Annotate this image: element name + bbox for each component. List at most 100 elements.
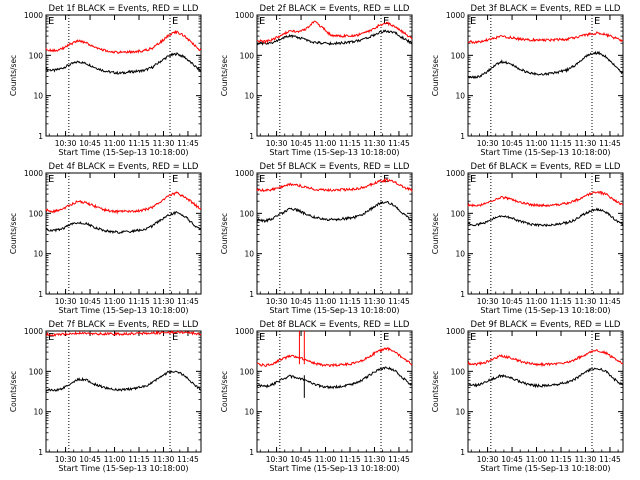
y-tick-label: 1 bbox=[460, 448, 465, 457]
panel-det-2: Det 2f BLACK = Events, RED = LLD 1 10 100 10… bbox=[220, 4, 413, 157]
x-axis-label: Start Time (15-Sep-13 10:18:00) bbox=[480, 148, 610, 157]
x-tick-label: 10:45 bbox=[79, 455, 101, 464]
events-series-line bbox=[468, 207, 624, 228]
y-tick-label: 10 bbox=[33, 408, 43, 417]
lld-series-line bbox=[467, 349, 624, 368]
events-series-line bbox=[256, 366, 413, 390]
x-axis-label: Start Time (15-Sep-13 10:18:00) bbox=[269, 148, 399, 157]
x-axis-label: Start Time (15-Sep-13 10:18:00) bbox=[58, 306, 188, 315]
y-tick-label: 1000 bbox=[235, 327, 254, 336]
x-tick-label: 10:30 bbox=[55, 455, 77, 464]
x-tick-label: 11:00 bbox=[526, 139, 548, 148]
eclipse-marker-label: E bbox=[383, 332, 389, 343]
events-series-line bbox=[256, 200, 413, 224]
y-tick-label: 10 bbox=[455, 250, 465, 259]
y-tick-label: 1000 bbox=[235, 169, 254, 178]
y-tick-label: 100 bbox=[451, 209, 466, 218]
x-tick-label: 10:45 bbox=[79, 297, 101, 306]
y-tick-label: 100 bbox=[29, 367, 44, 376]
y-tick-label: 1000 bbox=[446, 11, 465, 20]
panel-title: Det 5f BLACK = Events, RED = LLD bbox=[260, 162, 410, 172]
y-tick-label: 1000 bbox=[24, 11, 43, 20]
eclipse-marker-label: E bbox=[259, 16, 265, 27]
y-axis-label: Counts/sec bbox=[431, 213, 440, 254]
y-tick-label: 10 bbox=[33, 92, 43, 101]
x-tick-label: 11:45 bbox=[388, 139, 410, 148]
eclipse-marker-label: E bbox=[172, 174, 178, 185]
x-tick-label: 10:30 bbox=[477, 139, 499, 148]
y-tick-label: 10 bbox=[244, 250, 254, 259]
x-tick-label: 10:30 bbox=[266, 139, 288, 148]
x-tick-label: 11:45 bbox=[599, 139, 621, 148]
eclipse-marker-label: E bbox=[470, 332, 476, 343]
x-tick-label: 11:00 bbox=[315, 455, 337, 464]
y-axis-label: Counts/sec bbox=[431, 55, 440, 96]
lld-series-line bbox=[256, 346, 413, 368]
x-tick-label: 10:45 bbox=[290, 455, 312, 464]
x-tick-label: 11:00 bbox=[104, 455, 126, 464]
x-tick-label: 10:30 bbox=[477, 297, 499, 306]
y-axis-label: Counts/sec bbox=[9, 213, 18, 254]
x-tick-label: 11:30 bbox=[153, 297, 175, 306]
eclipse-marker-label: E bbox=[594, 332, 600, 343]
lld-series-line bbox=[256, 20, 413, 44]
x-tick-label: 11:15 bbox=[339, 139, 361, 148]
lld-series-line bbox=[467, 190, 624, 208]
x-tick-label: 10:30 bbox=[266, 455, 288, 464]
y-tick-label: 1000 bbox=[235, 11, 254, 20]
x-tick-label: 10:45 bbox=[501, 455, 523, 464]
y-tick-label: 100 bbox=[451, 51, 466, 60]
x-tick-label: 11:15 bbox=[550, 297, 572, 306]
eclipse-marker-label: E bbox=[259, 174, 265, 185]
x-tick-label: 11:00 bbox=[526, 455, 548, 464]
panel-title: Det 1f BLACK = Events, RED = LLD bbox=[49, 4, 199, 14]
y-axis-label: Counts/sec bbox=[9, 55, 18, 96]
x-tick-label: 11:00 bbox=[104, 297, 126, 306]
panel-title: Det 2f BLACK = Events, RED = LLD bbox=[260, 4, 410, 14]
y-axis-label: Counts/sec bbox=[220, 213, 229, 254]
x-axis-label: Start Time (15-Sep-13 10:18:00) bbox=[58, 148, 188, 157]
x-tick-label: 11:45 bbox=[388, 455, 410, 464]
y-axis-label: Counts/sec bbox=[220, 371, 229, 412]
x-tick-label: 11:45 bbox=[599, 455, 621, 464]
x-tick-label: 11:45 bbox=[177, 297, 199, 306]
panel-title: Det 9f BLACK = Events, RED = LLD bbox=[471, 320, 621, 330]
eclipse-marker-label: E bbox=[594, 16, 600, 27]
eclipse-marker-label: E bbox=[48, 332, 54, 343]
x-tick-label: 11:30 bbox=[153, 455, 175, 464]
x-tick-label: 11:30 bbox=[575, 139, 597, 148]
events-series-line bbox=[45, 52, 201, 75]
y-tick-label: 1 bbox=[460, 132, 465, 141]
events-series-line bbox=[467, 367, 624, 389]
panel-det-1: Det 1f BLACK = Events, RED = LLD 1 10 100 10… bbox=[9, 4, 202, 157]
x-tick-label: 11:45 bbox=[599, 297, 621, 306]
lld-series-line bbox=[46, 330, 202, 337]
y-tick-label: 100 bbox=[451, 367, 466, 376]
y-tick-label: 100 bbox=[240, 367, 255, 376]
panel-det-6: Det 6f BLACK = Events, RED = LLD 1 10 100 10… bbox=[431, 162, 624, 315]
eclipse-marker-label: E bbox=[470, 16, 476, 27]
panel-title: Det 7f BLACK = Events, RED = LLD bbox=[49, 320, 199, 330]
lld-series-line bbox=[256, 177, 413, 193]
x-tick-label: 10:45 bbox=[290, 139, 312, 148]
y-tick-label: 100 bbox=[29, 209, 44, 218]
panel-det-3: Det 3f BLACK = Events, RED = LLD 1 10 100 10… bbox=[431, 4, 624, 157]
x-tick-label: 10:45 bbox=[79, 139, 101, 148]
x-tick-label: 10:45 bbox=[290, 297, 312, 306]
x-axis-label: Start Time (15-Sep-13 10:18:00) bbox=[480, 464, 610, 473]
panel-title: Det 8f BLACK = Events, RED = LLD bbox=[260, 320, 410, 330]
eclipse-marker-label: E bbox=[48, 174, 54, 185]
x-tick-label: 11:00 bbox=[104, 139, 126, 148]
eclipse-marker-label: E bbox=[172, 332, 178, 343]
y-tick-label: 1 bbox=[460, 290, 465, 299]
panel-det-7: Det 7f BLACK = Events, RED = LLD 1 10 100 10… bbox=[9, 320, 202, 473]
lld-series-line bbox=[45, 29, 202, 55]
events-series-line bbox=[45, 210, 202, 234]
lld-series-line bbox=[45, 191, 202, 215]
panel-title: Det 3f BLACK = Events, RED = LLD bbox=[471, 4, 621, 14]
x-tick-label: 10:30 bbox=[477, 455, 499, 464]
x-axis-label: Start Time (15-Sep-13 10:18:00) bbox=[480, 306, 610, 315]
x-tick-label: 11:15 bbox=[550, 139, 572, 148]
x-axis-label: Start Time (15-Sep-13 10:18:00) bbox=[58, 464, 188, 473]
